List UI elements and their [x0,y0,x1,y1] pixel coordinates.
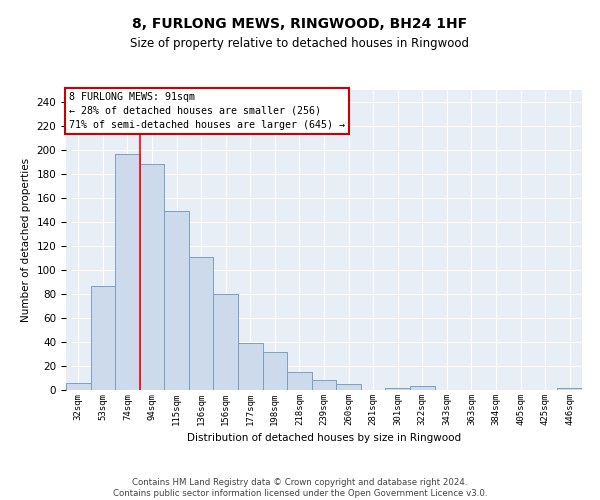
Bar [336,384,361,390]
X-axis label: Distribution of detached houses by size in Ringwood: Distribution of detached houses by size … [187,434,461,444]
Bar [385,388,410,390]
Bar [140,164,164,390]
Bar [115,154,140,390]
Text: 8, FURLONG MEWS, RINGWOOD, BH24 1HF: 8, FURLONG MEWS, RINGWOOD, BH24 1HF [133,18,467,32]
Bar [91,286,115,390]
Bar [287,372,312,390]
Bar [238,343,263,390]
Bar [164,211,189,390]
Bar [557,388,582,390]
Bar [312,380,336,390]
Bar [263,352,287,390]
Text: Size of property relative to detached houses in Ringwood: Size of property relative to detached ho… [131,38,470,51]
Bar [214,294,238,390]
Bar [189,257,214,390]
Bar [66,383,91,390]
Text: Contains HM Land Registry data © Crown copyright and database right 2024.
Contai: Contains HM Land Registry data © Crown c… [113,478,487,498]
Text: 8 FURLONG MEWS: 91sqm
← 28% of detached houses are smaller (256)
71% of semi-det: 8 FURLONG MEWS: 91sqm ← 28% of detached … [68,92,344,130]
Y-axis label: Number of detached properties: Number of detached properties [21,158,31,322]
Bar [410,386,434,390]
